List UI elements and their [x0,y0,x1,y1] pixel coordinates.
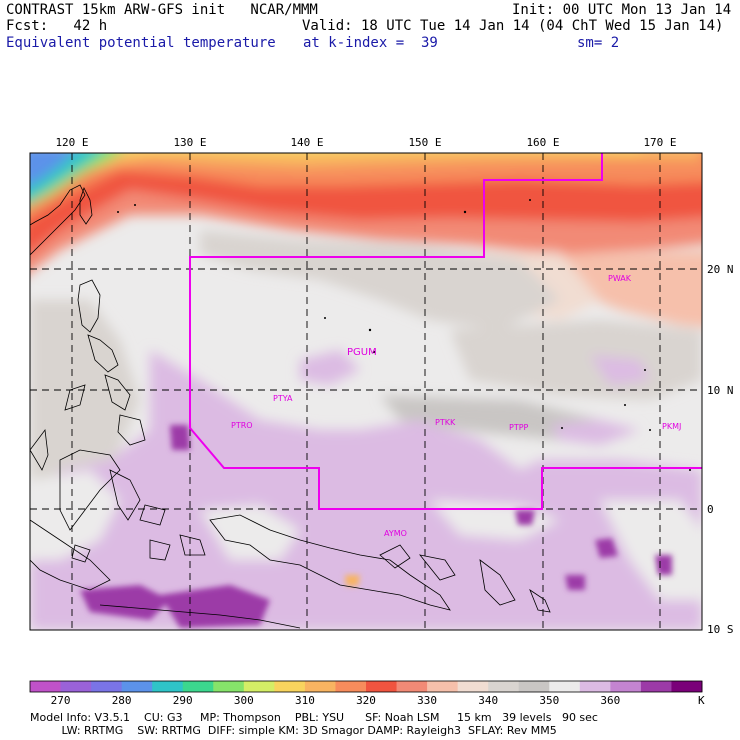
init-time: Init: 00 UTC Mon 13 Jan 14 [512,2,732,18]
colorbar-swatch [335,681,367,692]
coastlines [30,184,551,629]
colorbar-tick-label: 350 [539,694,559,707]
lon-label: 140 E [290,136,323,149]
colorbar-swatch [671,681,703,692]
map-frame [29,152,703,631]
colorbar-swatch [60,681,92,692]
colorbar-swatch [579,681,611,692]
lon-label: 160 E [526,136,559,149]
colorbar-swatch [366,681,398,692]
colorbar-swatch [213,681,245,692]
smoothing: sm= 2 [577,35,620,51]
colorbar-swatch [152,681,184,692]
forecast-hour: Fcst: 42 h [6,18,108,34]
valid-time: Valid: 18 UTC Tue 14 Jan 14 (04 ChT Wed … [302,18,724,34]
colorbar-swatch [121,681,153,692]
colorbar-swatch [549,681,581,692]
colorbar-tick-label: 330 [417,694,437,707]
colorbar-tick-label: 360 [600,694,620,707]
colorbar-tick-label: 270 [51,694,71,707]
colorbar-swatch [30,681,62,692]
colorbar-swatch [518,681,550,692]
colorbar-swatch [488,681,520,692]
station-label: PWAK [608,274,632,283]
lat-label: 0 [707,503,714,516]
colorbar-swatch [304,681,336,692]
colorbar-tick-label: 290 [173,694,193,707]
colorbar-swatch [91,681,123,692]
colorbar-swatch [457,681,489,692]
colorbar-tick-label: 340 [478,694,498,707]
colorbar-tick-label: 280 [112,694,132,707]
region-boundary [189,153,702,510]
station-label: PTRO [231,421,253,430]
colorbar-tick-label: 310 [295,694,315,707]
lon-label: 150 E [408,136,441,149]
model-info-line1: Model Info: V3.5.1 CU: G3 MP: Thompson P… [30,711,598,724]
colorbar-frame [29,680,703,693]
lat-label: 10 S [707,623,734,636]
station-label: PTPP [509,423,529,432]
station-label: PGUM [347,347,377,358]
colorbar-swatch [610,681,642,692]
model-info-line2: LW: RRTMG SW: RRTMG DIFF: simple KM: 3D … [30,724,557,737]
lon-label: 170 E [643,136,676,149]
station-label: AYMO [384,529,407,538]
colorbar-tick-label: 300 [234,694,254,707]
colorbar-swatch [243,681,275,692]
station-label: PTKK [435,418,456,427]
station-label: PKMJ [662,422,681,431]
colorbar-swatch [640,681,672,692]
k-index: at k-index = 39 [303,35,438,51]
lon-label: 130 E [173,136,206,149]
lon-label: 120 E [55,136,88,149]
colorbar-unit: K [698,694,705,707]
theta-e-field: PWAK PGUM PTYA PTRO PTKK PTPP PKMJ AYMO [30,153,702,630]
colorbar-swatch [427,681,459,692]
lat-label: 10 N [707,384,734,397]
model-title: CONTRAST 15km ARW-GFS init NCAR/MMM [6,2,318,18]
colorbar: 270 280 290 300 310 320 330 340 350 360 [29,680,703,707]
colorbar-swatch [182,681,214,692]
colorbar-swatch [396,681,428,692]
colorbar-swatch [274,681,306,692]
lat-label: 20 N [707,263,734,276]
field-name: Equivalent potential temperature [6,35,276,51]
colorbar-tick-label: 320 [356,694,376,707]
islands [117,199,691,471]
station-label: PTYA [273,394,293,403]
lat-lon-grid [30,153,702,630]
